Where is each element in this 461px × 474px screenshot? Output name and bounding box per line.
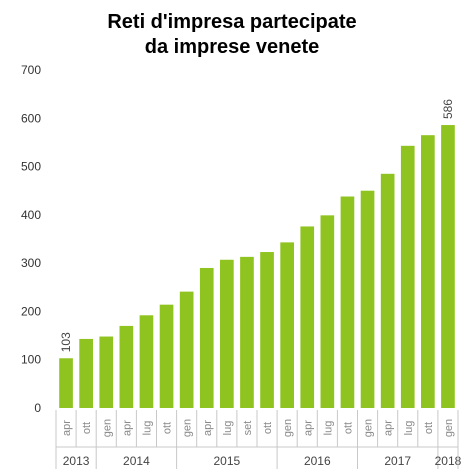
bar [421, 135, 435, 408]
x-tick-label: apr [121, 420, 133, 436]
x-group-label: 2018 [435, 454, 461, 468]
bar [240, 256, 254, 408]
chart-title: Reti d'impresa partecipate [107, 11, 356, 33]
x-group-label: 2014 [123, 454, 150, 468]
x-tick-label: ott [162, 422, 174, 434]
x-tick-label: gen [443, 419, 455, 437]
y-tick-label: 100 [21, 353, 41, 367]
x-tick-label: set [242, 421, 254, 436]
bar [220, 259, 234, 408]
bar [400, 145, 415, 408]
y-tick-label: 400 [21, 208, 41, 222]
x-tick-label: lug [222, 421, 234, 436]
bar [360, 190, 375, 408]
bar [280, 242, 294, 408]
x-tick-label: ott [262, 422, 274, 434]
bar [260, 252, 274, 408]
value-label: 586 [441, 99, 455, 119]
x-tick-label: gen [101, 419, 113, 437]
x-tick-label: ott [423, 422, 435, 434]
bar [340, 196, 355, 408]
bar [199, 267, 214, 408]
x-tick-label: gen [282, 419, 294, 437]
y-tick-label: 700 [21, 63, 41, 77]
bar [139, 315, 154, 408]
y-tick-label: 500 [21, 160, 41, 174]
x-tick-label: lug [322, 421, 334, 436]
x-group-label: 2017 [384, 454, 411, 468]
x-tick-label: ott [342, 422, 354, 434]
x-tick-label: lug [403, 421, 415, 436]
bar [380, 173, 395, 408]
x-tick-label: apr [202, 420, 214, 436]
x-tick-label: gen [182, 419, 194, 437]
bar [79, 338, 93, 408]
bar [159, 304, 174, 408]
bar [300, 226, 315, 408]
y-tick-label: 600 [21, 111, 41, 125]
bar [59, 358, 73, 408]
bar [99, 336, 114, 408]
x-tick-label: apr [302, 420, 314, 436]
y-tick-label: 200 [21, 304, 41, 318]
bar [320, 215, 335, 408]
x-group-label: 2013 [63, 454, 90, 468]
y-tick-label: 300 [21, 256, 41, 270]
x-tick-label: lug [141, 421, 153, 436]
x-tick-label: apr [383, 420, 395, 436]
x-tick-label: ott [81, 422, 93, 434]
x-tick-label: apr [61, 420, 73, 436]
x-tick-label: gen [363, 419, 375, 437]
value-label: 103 [59, 332, 73, 352]
x-group-label: 2016 [304, 454, 331, 468]
y-tick-label: 0 [34, 401, 41, 415]
chart-title: da imprese venete [145, 36, 320, 58]
bar [179, 291, 194, 408]
bar [441, 125, 455, 408]
bar [119, 325, 134, 408]
x-group-label: 2015 [213, 454, 240, 468]
